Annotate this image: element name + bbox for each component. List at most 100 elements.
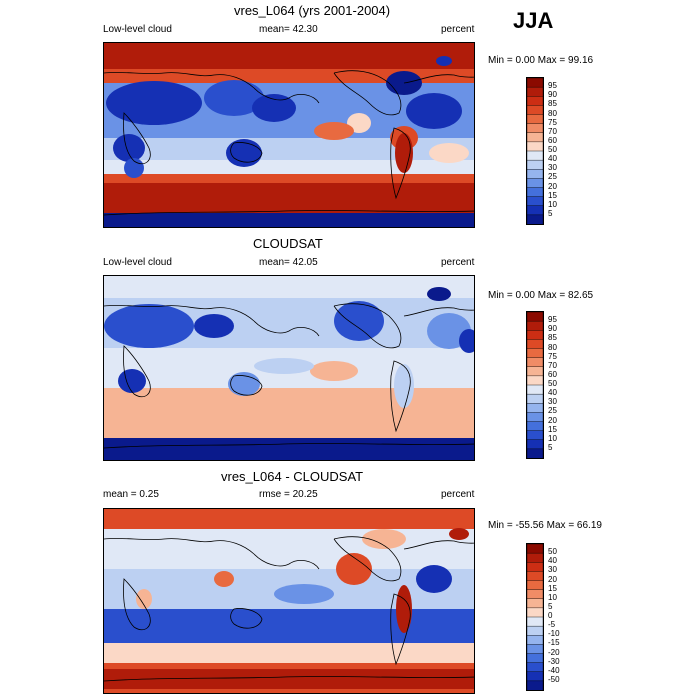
colorbar-tick-label: 70 [548,126,557,136]
colorbar-box [527,169,543,179]
colorbar-tick-label: 30 [548,565,557,575]
colorbar-box [527,196,543,207]
colorbar-tick-label: 5 [548,442,553,452]
colorbar-tick-label: 90 [548,324,557,334]
colorbar-box [527,625,543,636]
panel-3-title: vres_L064 - CLOUDSAT [221,469,364,484]
season-label: JJA [513,8,554,33]
colorbar-box [527,114,543,125]
colorbar-tick-label: 50 [548,379,557,388]
colorbar-tick-label: 25 [548,406,557,416]
colorbar-tick-label: 15 [548,190,557,200]
panel-2-title: CLOUDSAT [253,236,323,251]
colorbar-box [527,448,543,458]
colorbar-box [527,132,543,143]
colorbar-tick-label: -10 [548,629,560,639]
colorbar-box [527,105,543,116]
colorbar-box [527,141,543,152]
colorbar-tick-label: 90 [548,90,557,100]
colorbar-tick-label: 95 [548,81,557,91]
colorbar-box [527,680,543,690]
colorbar-box [527,412,543,423]
colorbar-box [527,589,543,600]
colorbar-box [527,616,543,627]
colorbar-box [527,552,543,563]
panel-3-colorbar [526,543,544,691]
colorbar-tick-label: 25 [548,172,557,182]
colorbar-box [527,96,543,106]
colorbar-tick-label: 40 [548,388,557,398]
colorbar-tick-label: 30 [548,397,557,407]
panel-3-minmax: Min = -55.56 Max = 66.19 [488,520,602,531]
colorbar-tick-label: 20 [548,574,557,584]
colorbar-box [527,544,543,554]
colorbar-tick-label: 10 [548,433,557,443]
colorbar-box [527,635,543,645]
colorbar-box [527,580,543,591]
colorbar-tick-label: 95 [548,315,557,325]
colorbar-box [527,330,543,340]
panel-3-rmse: rmse = 20.25 [259,489,318,500]
colorbar-tick-label: 75 [548,117,557,127]
panel-2-left-label: Low-level cloud [103,257,172,268]
colorbar-tick-label: 85 [548,333,557,343]
colorbar-box [527,571,543,582]
colorbar-box [527,384,543,395]
panel-1-units: percent [441,24,475,35]
colorbar-box [527,320,543,331]
panel-1-colorbar [526,77,544,225]
colorbar-tick-label: -5 [548,620,556,630]
colorbar-tick-label: 80 [548,342,557,352]
colorbar-box [527,439,543,450]
panel-2-minmax: Min = 0.00 Max = 82.65 [488,290,594,301]
colorbar-box [527,562,543,572]
colorbar-tick-label: 50 [548,145,557,154]
colorbar-tick-label: 60 [548,369,557,379]
colorbar-box [527,421,543,432]
colorbar-box [527,653,543,664]
colorbar-tick-label: 5 [548,208,553,218]
panel-1-map [103,42,475,228]
colorbar-box [527,430,543,441]
colorbar-box [527,123,543,134]
colorbar-box [527,187,543,198]
panel-3-map [103,508,475,694]
colorbar-box [527,86,543,97]
colorbar-box [527,357,543,368]
panel-1-title: vres_L064 (yrs 2001-2004) [234,3,391,18]
colorbar-tick-label: 15 [548,424,557,434]
colorbar-box [527,312,543,322]
panel-1-mean: mean= 42.30 [259,24,318,35]
colorbar-box [527,78,543,88]
colorbar-box [527,393,543,404]
colorbar-box [527,598,543,609]
colorbar-tick-label: -20 [548,647,560,657]
colorbar-box [527,205,543,216]
panel-2-units: percent [441,257,475,268]
colorbar-box [527,159,543,170]
colorbar-box [527,366,543,377]
colorbar-box [527,339,543,350]
colorbar-box [527,671,543,682]
colorbar-tick-label: -15 [548,638,560,648]
colorbar-box [527,375,543,386]
panel-3-units: percent [441,489,475,500]
colorbar-box [527,644,543,655]
colorbar-tick-label: 10 [548,592,557,602]
colorbar-box [527,214,543,224]
colorbar-box [527,607,543,618]
colorbar-tick-label: 0 [548,611,553,620]
colorbar-box [527,348,543,359]
colorbar-tick-label: -30 [548,656,560,666]
colorbar-tick-label: 60 [548,135,557,145]
colorbar-tick-label: -40 [548,665,560,675]
colorbar-box [527,403,543,413]
panel-1-left-label: Low-level cloud [103,24,172,35]
colorbar-box [527,178,543,189]
colorbar-box [527,662,543,673]
panel-2-map [103,275,475,461]
panel-2-mean: mean= 42.05 [259,257,318,268]
colorbar-tick-label: -50 [548,674,560,684]
colorbar-tick-label: 50 [548,547,557,557]
panel-1-minmax: Min = 0.00 Max = 99.16 [488,55,594,66]
